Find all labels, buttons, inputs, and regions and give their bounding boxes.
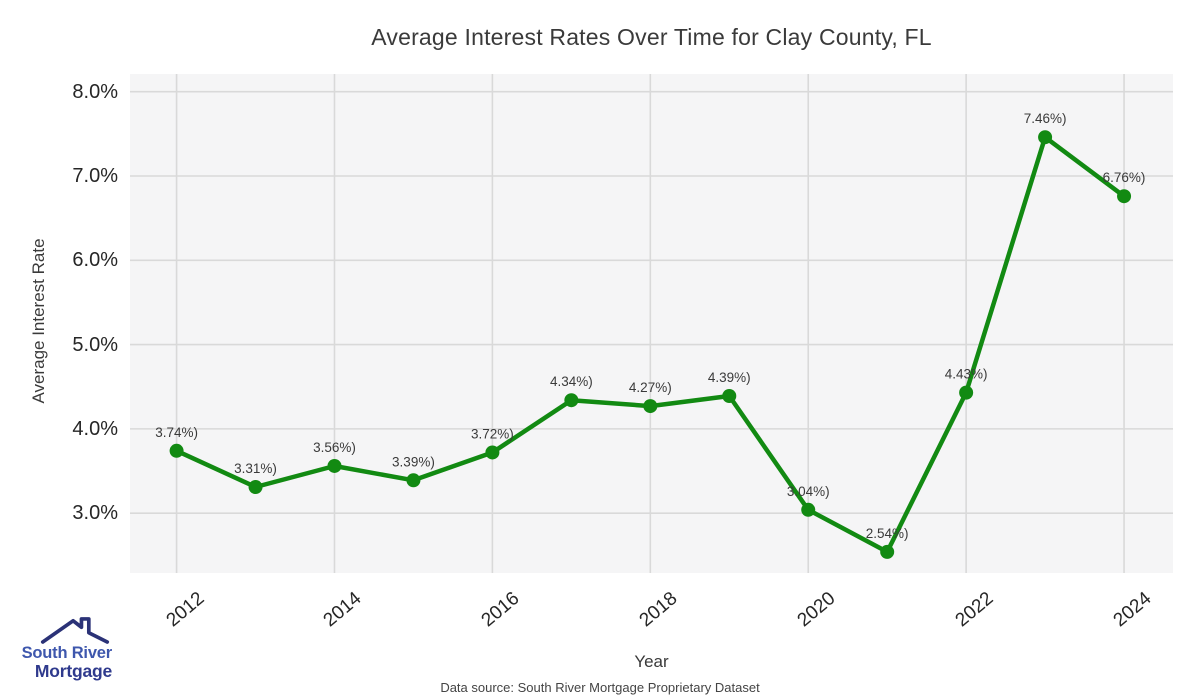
data-point-label: 7.46%) [1024,111,1067,126]
data-point-label: 3.56%) [313,440,356,455]
data-point-marker [801,502,816,517]
x-tick-label: 2020 [793,588,840,632]
data-point-label: 4.43%) [945,367,988,382]
data-point-marker [564,393,579,408]
data-point-label: 3.39%) [392,454,435,469]
data-point-label: 4.34%) [550,374,593,389]
y-tick-label: 7.0% [72,164,118,187]
x-tick-label: 2022 [951,588,998,632]
data-point-label: 4.27%) [629,380,672,395]
y-axis-title: Average Interest Rate [29,238,48,404]
data-point-marker [643,399,658,414]
x-axis-title: Year [634,652,669,671]
x-tick-label: 2012 [162,588,209,632]
data-point-marker [327,458,342,473]
data-point-label: 3.04%) [787,484,830,499]
data-point-marker [1038,130,1053,145]
data-point-label: 3.31%) [234,461,277,476]
data-point-label: 6.76%) [1103,170,1146,185]
data-point-marker [169,443,184,458]
data-point-marker [722,388,737,403]
y-tick-label: 3.0% [72,502,118,525]
data-point-marker [959,385,974,400]
y-tick-label: 4.0% [72,417,118,440]
x-tick-label: 2014 [320,588,366,632]
house-roof-icon [40,617,110,644]
x-tick-label: 2024 [1109,588,1156,632]
data-source-note: Data source: South River Mortgage Propri… [440,680,760,695]
data-point-label: 4.39%) [708,370,751,385]
logo-text-line2: Mortgage [34,661,112,682]
chart-title: Average Interest Rates Over Time for Cla… [371,24,932,50]
data-point-label: 3.74%) [155,425,198,440]
y-tick-label: 8.0% [72,80,118,103]
data-point-label: 2.54%) [866,526,909,541]
x-tick-label: 2016 [478,588,524,632]
brand-logo: South River Mortgage [18,616,112,681]
x-tick-label: 2018 [635,588,682,632]
data-point-marker [248,480,263,495]
data-point-marker [406,473,421,488]
data-point-marker [880,544,895,559]
y-tick-label: 5.0% [72,333,118,356]
logo-text-line1: South River [21,644,113,662]
data-point-label: 3.72%) [471,426,514,441]
y-tick-label: 6.0% [72,249,118,272]
line-chart-svg: 3.74%) 3.31%) 3.56%) 3.39%) 3.72%) 4.34%) 4.27… [130,74,1173,573]
data-point-marker [485,445,500,460]
plot-area: 3.74%) 3.31%) 3.56%) 3.39%) 3.72%) 4.34%) 4.27… [130,74,1173,573]
data-point-marker [1117,189,1132,204]
